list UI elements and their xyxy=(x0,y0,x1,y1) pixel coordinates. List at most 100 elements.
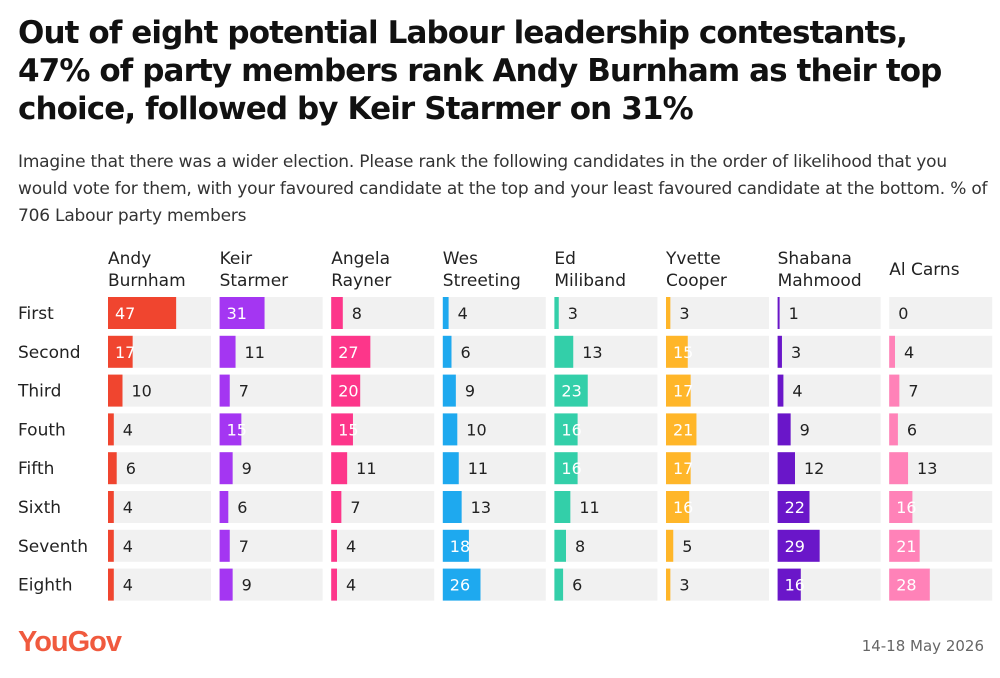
bar-background xyxy=(108,374,211,407)
bar-background xyxy=(442,452,546,485)
bar-background xyxy=(554,297,658,329)
bar-background xyxy=(442,413,546,446)
data-label: 0 xyxy=(898,304,908,323)
bar-background xyxy=(108,413,211,446)
bar-background xyxy=(219,374,323,407)
data-label: 6 xyxy=(572,576,582,595)
data-label: 29 xyxy=(785,537,805,556)
candidate-name: Andy xyxy=(108,249,151,269)
bar xyxy=(666,335,688,368)
data-label: 10 xyxy=(466,420,486,439)
bar xyxy=(554,452,578,485)
bar xyxy=(108,297,177,329)
bar-background xyxy=(219,529,323,562)
bar-background xyxy=(219,335,323,368)
data-label: 9 xyxy=(242,459,252,478)
data-label: 13 xyxy=(582,343,602,362)
row-label: Fouth xyxy=(18,420,66,440)
candidate-name: Cooper xyxy=(666,271,727,291)
bar-background xyxy=(666,297,769,329)
row-label: Third xyxy=(17,382,61,402)
bar xyxy=(331,529,337,562)
data-label: 21 xyxy=(673,420,693,439)
data-label: 9 xyxy=(242,576,252,595)
bar xyxy=(554,491,571,523)
data-label: 15 xyxy=(227,420,247,439)
data-label: 5 xyxy=(682,537,692,556)
bar xyxy=(777,491,810,523)
bar-background xyxy=(108,452,211,485)
bar xyxy=(777,529,820,562)
candidate-name: Yvette xyxy=(665,249,721,269)
data-label: 4 xyxy=(123,420,133,439)
data-label: 1 xyxy=(789,304,799,323)
bar xyxy=(108,335,133,368)
data-label: 7 xyxy=(239,382,249,401)
bar xyxy=(331,568,337,601)
bar-background xyxy=(889,335,993,368)
data-label: 9 xyxy=(465,382,475,401)
bar xyxy=(889,452,909,485)
bar xyxy=(554,568,564,601)
candidate-name: Mahmood xyxy=(778,271,862,291)
bar xyxy=(777,297,780,329)
data-label: 17 xyxy=(673,382,693,401)
data-label: 22 xyxy=(785,498,805,517)
data-label: 10 xyxy=(132,382,152,401)
bar xyxy=(889,413,898,446)
data-label: 18 xyxy=(450,537,470,556)
data-label: 11 xyxy=(579,498,599,517)
bar xyxy=(331,413,353,446)
data-label: 7 xyxy=(350,498,360,517)
bar xyxy=(442,529,469,562)
bar xyxy=(442,297,449,329)
bar-background xyxy=(108,529,211,562)
candidate-name: Burnham xyxy=(108,271,186,291)
candidate-name: Starmer xyxy=(220,271,289,291)
data-label: 27 xyxy=(338,343,358,362)
bar xyxy=(219,374,230,407)
data-label: 6 xyxy=(237,498,247,517)
data-label: 4 xyxy=(346,576,356,595)
yougov-logo: YouGov xyxy=(18,626,122,658)
bar xyxy=(442,335,452,368)
bar xyxy=(554,413,578,446)
bar xyxy=(554,529,566,562)
bar xyxy=(331,335,371,368)
bar xyxy=(108,374,123,407)
candidate-name: Miliband xyxy=(554,271,626,291)
bar xyxy=(108,413,114,446)
bar xyxy=(666,491,690,523)
data-label: 4 xyxy=(346,537,356,556)
bar xyxy=(554,374,588,407)
data-label: 26 xyxy=(450,576,470,595)
bar-background xyxy=(108,568,211,601)
row-label: Sixth xyxy=(18,498,61,518)
data-label: 3 xyxy=(791,343,801,362)
data-label: 6 xyxy=(126,459,136,478)
data-label: 11 xyxy=(356,459,376,478)
bar xyxy=(331,491,342,523)
bar xyxy=(554,297,559,329)
bar-background xyxy=(889,297,993,329)
data-label: 16 xyxy=(561,420,581,439)
bar xyxy=(777,568,801,601)
data-label: 3 xyxy=(568,304,578,323)
data-label: 6 xyxy=(907,420,917,439)
data-label: 23 xyxy=(561,382,581,401)
candidate-name: Al Carns xyxy=(889,260,960,280)
bar-background xyxy=(442,374,546,407)
bar-background xyxy=(666,568,769,601)
bar-background xyxy=(777,335,881,368)
bar xyxy=(442,568,481,601)
bar-background xyxy=(554,568,658,601)
bar xyxy=(108,568,114,601)
data-label: 12 xyxy=(804,459,824,478)
bar xyxy=(219,452,233,485)
bar xyxy=(666,452,691,485)
row-label: Fifth xyxy=(18,459,54,479)
candidate-name: Shabana xyxy=(778,249,852,269)
bar-background xyxy=(331,452,435,485)
bar xyxy=(777,374,784,407)
